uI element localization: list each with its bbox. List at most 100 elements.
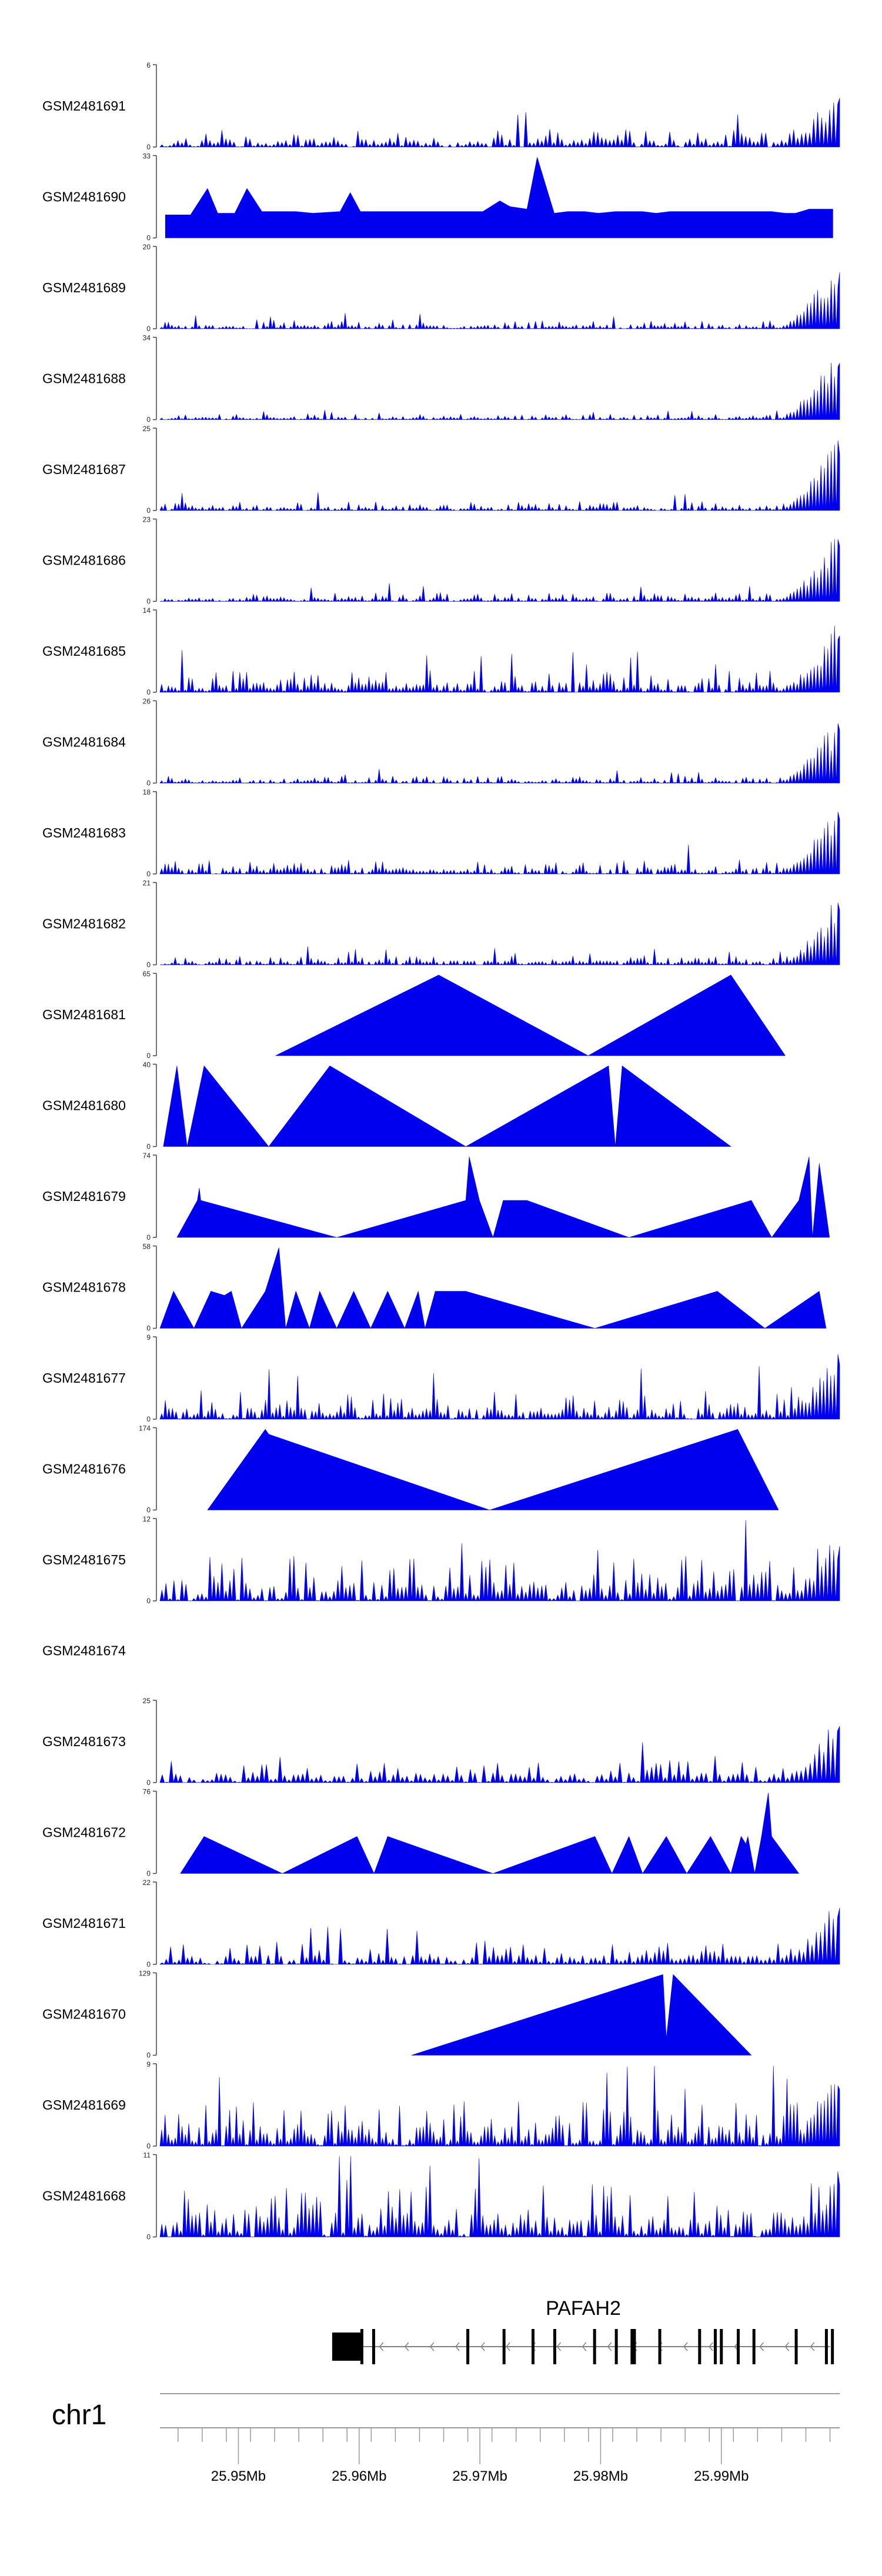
track-GSM2481691: GSM2481691 6 0 (42, 61, 840, 151)
strand-arrow (810, 2342, 815, 2351)
track-GSM2481672: GSM2481672 76 0 (42, 1788, 800, 1878)
track-GSM2481682: GSM2481682 21 0 (42, 879, 840, 969)
exon (658, 2329, 662, 2364)
signal-area (159, 1354, 840, 1420)
track-label: GSM2481668 (42, 2188, 126, 2204)
strand-arrow (683, 2342, 688, 2351)
gene-model-track: PAFAH2 (332, 2297, 834, 2364)
y-tick-label-zero: 0 (146, 506, 151, 515)
track-label: GSM2481678 (42, 1280, 126, 1295)
track-label: GSM2481680 (42, 1098, 126, 1113)
y-tick-label-max: 9 (146, 2060, 151, 2068)
y-tick-label-zero: 0 (146, 779, 151, 788)
y-tick-label-zero: 0 (146, 1778, 151, 1787)
signal-area (180, 1793, 800, 1874)
y-tick-label-max: 174 (139, 1424, 151, 1433)
track-GSM2481674: GSM2481674 (42, 1643, 126, 1659)
signal-area (411, 1974, 752, 2056)
track-GSM2481689: GSM2481689 20 0 (42, 243, 840, 333)
y-tick-label-max: 34 (143, 334, 151, 342)
y-tick-label-max: 22 (143, 1878, 151, 1887)
signal-area (163, 1065, 731, 1147)
exon (720, 2329, 723, 2364)
y-tick-label-zero: 0 (146, 1143, 151, 1151)
strand-arrow (506, 2342, 510, 2351)
strand-arrow (429, 2342, 435, 2351)
signal-area (159, 812, 840, 875)
track-GSM2481669: GSM2481669 9 0 (42, 2060, 840, 2150)
exon (794, 2329, 798, 2364)
y-tick-label-max: 74 (143, 1152, 151, 1160)
track-GSM2481675: GSM2481675 12 0 (42, 1515, 840, 1605)
signal-area (275, 975, 786, 1056)
track-label: GSM2481686 (42, 553, 126, 568)
exon (633, 2329, 636, 2364)
signal-area (159, 98, 840, 148)
track-GSM2481686: GSM2481686 23 0 (42, 516, 840, 606)
signal-area (159, 1520, 840, 1602)
signal-area (159, 2066, 840, 2147)
track-label: GSM2481673 (42, 1734, 126, 1749)
signal-area (165, 157, 833, 238)
exon (466, 2329, 470, 2364)
track-label: GSM2481683 (42, 825, 126, 840)
y-tick-label-max: 11 (143, 2151, 151, 2160)
y-tick-label-zero: 0 (146, 325, 151, 333)
track-label: GSM2481669 (42, 2097, 126, 2113)
y-tick-label-max: 26 (143, 698, 151, 706)
track-GSM2481684: GSM2481684 26 0 (42, 698, 840, 788)
signal-area (159, 362, 840, 421)
y-tick-label-max: 14 (143, 606, 151, 615)
axis-tick-label: 25.99Mb (694, 2468, 749, 2484)
track-label: GSM2481689 (42, 280, 126, 295)
gene-utr-block (332, 2333, 362, 2361)
track-label: GSM2481677 (42, 1370, 126, 1386)
signal-area (159, 625, 840, 693)
track-GSM2481668: GSM2481668 11 0 (42, 2151, 840, 2241)
track-label: GSM2481676 (42, 1461, 126, 1477)
axis-tick-label: 25.96Mb (332, 2468, 386, 2484)
y-tick-label-zero: 0 (146, 143, 151, 151)
strand-arrow (455, 2342, 460, 2351)
signal-area (207, 1429, 779, 1510)
signal-area (159, 2156, 840, 2238)
y-tick-label-zero: 0 (146, 1870, 151, 1878)
track-GSM2481671: GSM2481671 22 0 (42, 1878, 840, 1968)
track-label: GSM2481687 (42, 462, 126, 477)
y-tick-label-zero: 0 (146, 1052, 151, 1060)
track-label: GSM2481691 (42, 98, 126, 114)
strand-arrow (709, 2342, 713, 2351)
y-tick-label-zero: 0 (146, 2233, 151, 2241)
track-GSM2481680: GSM2481680 40 0 (42, 1061, 731, 1151)
signal-area (159, 1726, 840, 1784)
track-GSM2481676: GSM2481676 174 0 (42, 1424, 779, 1514)
signal-area (176, 1156, 830, 1238)
strand-arrow (404, 2342, 409, 2351)
track-label: GSM2481682 (42, 916, 126, 932)
signal-area (159, 902, 840, 966)
y-tick-label-zero: 0 (146, 1960, 151, 1968)
track-GSM2481685: GSM2481685 14 0 (42, 606, 840, 696)
exon (824, 2329, 828, 2364)
track-label: GSM2481672 (42, 1825, 126, 1840)
y-tick-label-max: 25 (143, 425, 151, 433)
track-label: GSM2481679 (42, 1189, 126, 1204)
y-tick-label-max: 40 (143, 1061, 151, 1069)
track-label: GSM2481684 (42, 735, 126, 750)
y-tick-label-max: 9 (146, 1333, 151, 1342)
signal-area (159, 539, 840, 602)
y-tick-label-zero: 0 (146, 870, 151, 878)
strand-arrow (379, 2342, 384, 2351)
y-tick-label-max: 23 (143, 516, 151, 524)
y-tick-label-zero: 0 (146, 1233, 151, 1242)
exon (698, 2329, 701, 2364)
y-tick-label-max: 20 (143, 243, 151, 251)
track-label: GSM2481675 (42, 1552, 126, 1567)
exon (630, 2329, 634, 2364)
y-tick-label-zero: 0 (146, 2142, 151, 2150)
strand-arrow (480, 2342, 485, 2351)
track-label: GSM2481690 (42, 189, 126, 205)
signal-area (159, 1247, 827, 1329)
strand-arrow (582, 2342, 587, 2351)
